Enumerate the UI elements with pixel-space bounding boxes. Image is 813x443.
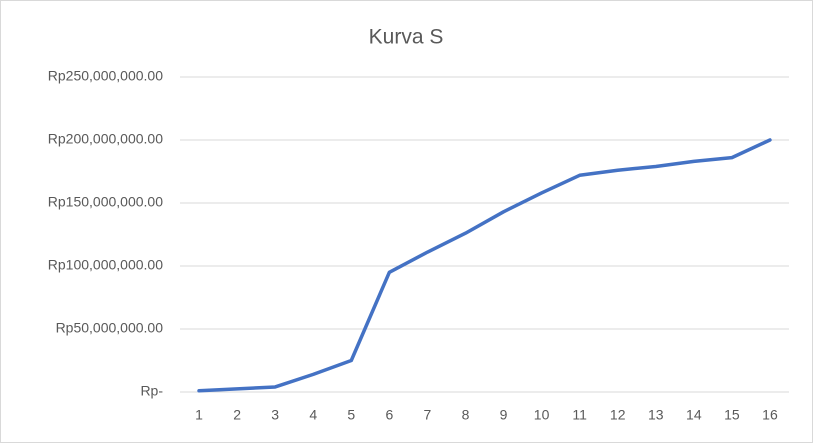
x-tick-label: 8 (462, 407, 470, 423)
x-tick-label: 7 (424, 407, 432, 423)
x-tick-label: 11 (572, 407, 587, 423)
x-tick-label: 13 (648, 407, 664, 423)
x-tick-label: 12 (610, 407, 626, 423)
x-tick-label: 1 (195, 407, 203, 423)
x-tick-label: 3 (271, 407, 279, 423)
x-tick-label: 2 (233, 407, 241, 423)
y-tick-label: Rp100,000,000.00 (48, 257, 163, 273)
x-tick-label: 14 (686, 407, 702, 423)
x-tick-label: 4 (309, 407, 317, 423)
chart-title: Kurva S (369, 26, 444, 49)
y-tick-label: Rp150,000,000.00 (48, 194, 163, 210)
x-tick-label: 5 (347, 407, 355, 423)
x-tick-label: 15 (724, 407, 740, 423)
x-tick-label: 16 (762, 407, 778, 423)
y-tick-label: Rp- (140, 383, 163, 399)
x-tick-label: 6 (385, 407, 393, 423)
y-tick-label: Rp50,000,000.00 (56, 320, 164, 336)
data-line (197, 138, 772, 393)
y-tick-label: Rp250,000,000.00 (48, 68, 163, 84)
y-tick-label: Rp200,000,000.00 (48, 131, 163, 147)
x-tick-label: 9 (500, 407, 508, 423)
x-tick-label: 10 (534, 407, 550, 423)
